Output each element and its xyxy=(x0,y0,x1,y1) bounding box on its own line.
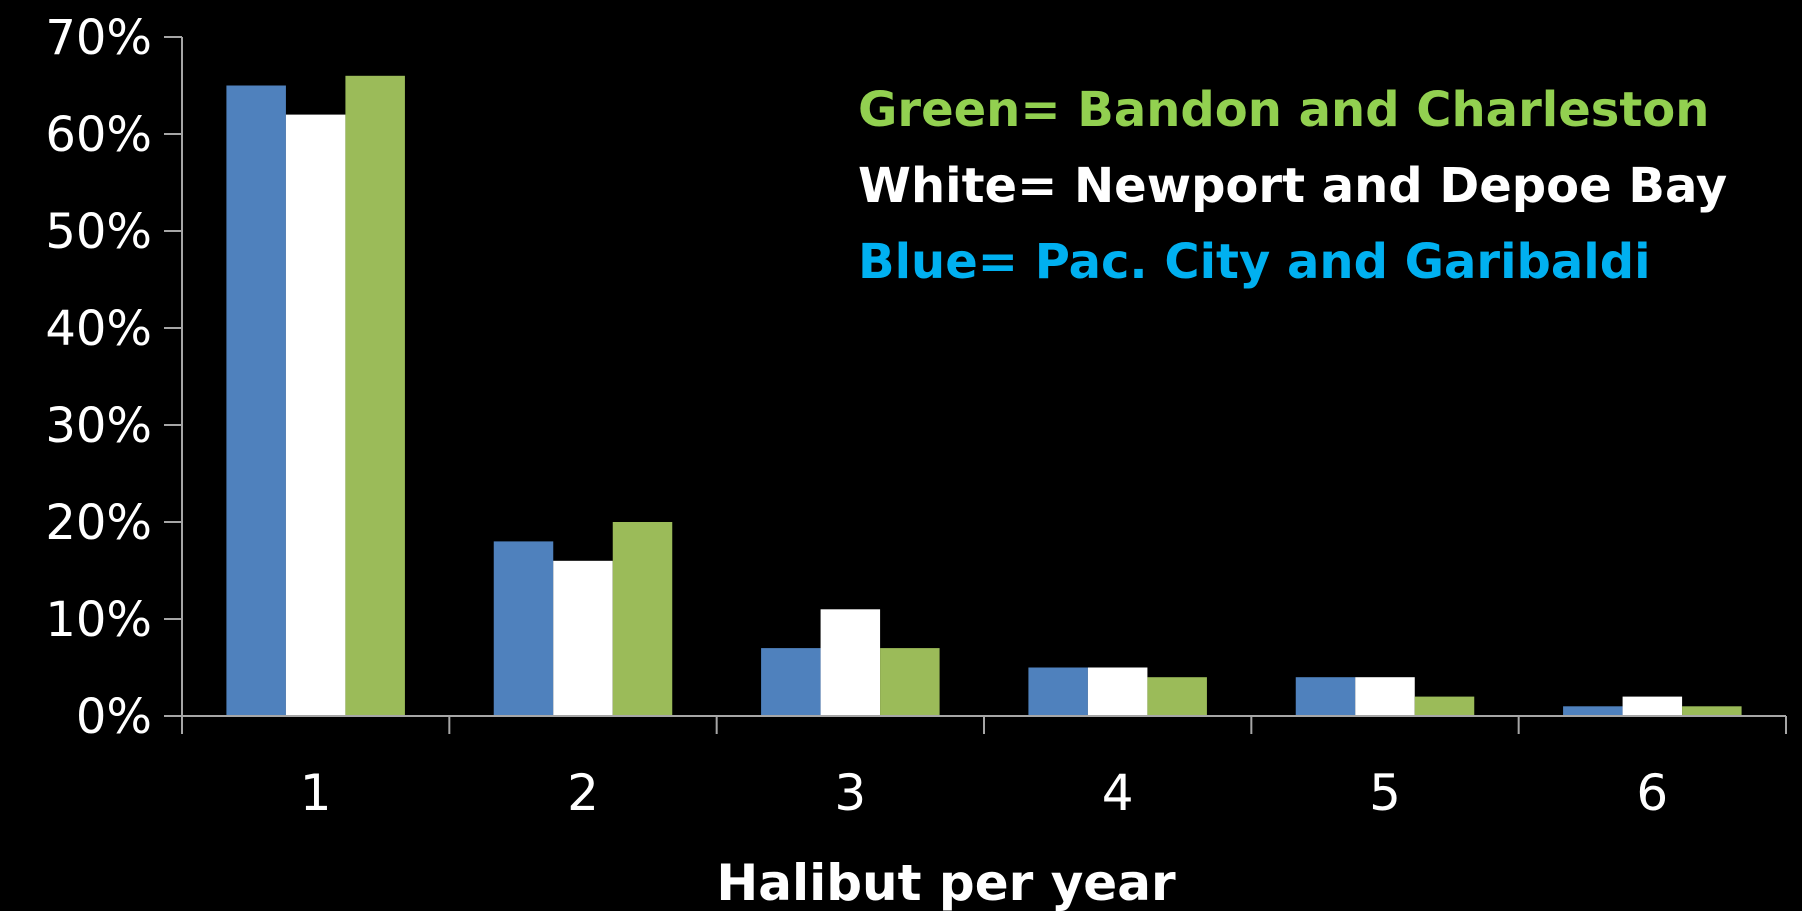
annotation-white: White= Newport and Depoe Bay xyxy=(858,158,1728,214)
y-tick-label: 0% xyxy=(76,689,152,745)
bar-series-2-cat-4 xyxy=(1087,667,1148,716)
bar-series-2-cat-1 xyxy=(285,114,346,717)
bar-series-3-cat-5 xyxy=(1414,696,1475,716)
bar-series-2-cat-5 xyxy=(1355,677,1415,716)
bar-series-3-cat-4 xyxy=(1147,677,1207,716)
bar-series-3-cat-3 xyxy=(880,648,940,716)
y-tick-label: 20% xyxy=(45,495,152,551)
y-tick-label: 70% xyxy=(45,10,152,66)
axes-group xyxy=(164,36,1787,734)
x-tick-label: 4 xyxy=(1102,764,1134,822)
x-tick-label: 6 xyxy=(1636,764,1668,822)
bar-series-2-cat-3 xyxy=(820,609,881,716)
bars-group xyxy=(226,75,1742,717)
bar-series-1-cat-5 xyxy=(1295,677,1356,716)
y-tick-label: 50% xyxy=(45,204,152,260)
bar-series-1-cat-2 xyxy=(493,541,554,716)
bar-series-3-cat-2 xyxy=(612,522,673,716)
y-tick-label: 40% xyxy=(45,301,152,357)
x-tick-label: 3 xyxy=(834,764,866,822)
bar-series-1-cat-1 xyxy=(226,85,286,716)
bar-series-1-cat-3 xyxy=(761,648,821,716)
x-tick-label: 5 xyxy=(1369,764,1401,822)
bar-series-1-cat-4 xyxy=(1028,667,1088,716)
x-axis-label: Halibut per year xyxy=(716,854,1176,911)
annotation-green: Green= Bandon and Charleston xyxy=(858,82,1710,138)
bar-series-3-cat-1 xyxy=(345,75,405,717)
bar-series-2-cat-2 xyxy=(553,560,613,716)
y-tick-label: 30% xyxy=(45,398,152,454)
y-tick-label: 10% xyxy=(45,592,152,648)
x-tick-label: 2 xyxy=(567,764,599,822)
y-tick-label: 60% xyxy=(45,107,152,163)
bar-series-2-cat-6 xyxy=(1622,696,1683,716)
tick-labels-group: 0% 10% 20% 30% 40% 50% 60% 70% 1 2 3 4 5 6 xyxy=(45,10,1668,822)
bar-series-3-cat-6 xyxy=(1682,706,1742,716)
bar-series-1-cat-6 xyxy=(1563,706,1623,716)
annotation-blue: Blue= Pac. City and Garibaldi xyxy=(858,234,1651,290)
x-tick-label: 1 xyxy=(300,764,332,822)
